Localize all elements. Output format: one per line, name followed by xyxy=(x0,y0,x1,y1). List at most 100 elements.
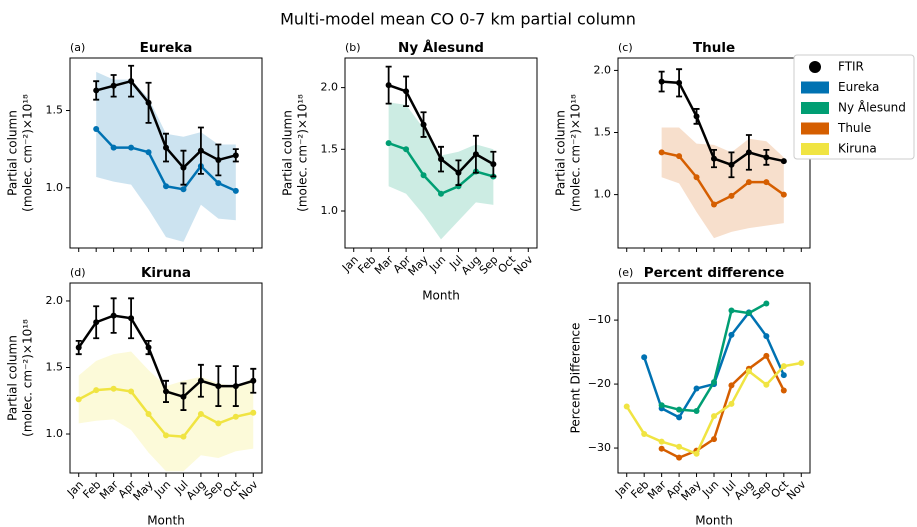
data-point xyxy=(215,180,222,187)
data-point xyxy=(780,158,787,165)
y-axis-label: (molec. cm⁻²)×10¹⁸ xyxy=(21,319,35,437)
legend-label: Thule xyxy=(837,121,871,135)
data-point xyxy=(745,179,752,186)
x-tick-label: Jun xyxy=(151,478,173,500)
data-point xyxy=(128,388,135,395)
data-point xyxy=(711,436,717,443)
data-point xyxy=(676,79,683,86)
data-point xyxy=(658,149,665,156)
data-point xyxy=(403,88,410,95)
data-point xyxy=(658,438,665,445)
data-point xyxy=(93,387,100,394)
data-point xyxy=(490,161,497,168)
legend-label: FTIR xyxy=(838,60,864,74)
series-line xyxy=(661,80,785,167)
data-point xyxy=(693,450,700,457)
data-point xyxy=(711,379,717,386)
data-point xyxy=(780,372,787,379)
data-point xyxy=(250,377,257,384)
data-point xyxy=(693,407,700,414)
series-line xyxy=(642,310,785,419)
data-point xyxy=(780,191,787,198)
data-point xyxy=(232,152,239,159)
data-point xyxy=(385,82,392,89)
data-point xyxy=(658,78,665,85)
data-point xyxy=(728,331,735,338)
y-axis-label: Partial column xyxy=(281,110,295,196)
x-tick-label: Jun xyxy=(699,478,721,500)
data-point xyxy=(676,414,683,421)
panel-label: (b) xyxy=(345,41,361,54)
data-point xyxy=(763,154,770,161)
y-tick-label: 1.0 xyxy=(46,181,64,194)
data-point xyxy=(232,383,239,390)
spread-band xyxy=(661,127,784,239)
data-point xyxy=(763,179,770,186)
data-point xyxy=(728,307,735,314)
data-point xyxy=(693,113,700,120)
figure-title: Multi-model mean CO 0-7 km partial colum… xyxy=(280,10,636,29)
panel-title: Thule xyxy=(693,40,735,56)
x-tick-label: Nov xyxy=(236,478,261,503)
data-point xyxy=(145,411,152,418)
data-point xyxy=(180,164,187,171)
y-tick-label: 2.0 xyxy=(321,81,339,94)
y-axis-label: Partial column xyxy=(554,110,568,196)
data-point xyxy=(232,187,239,194)
panel-label: (d) xyxy=(70,266,86,279)
data-point xyxy=(623,403,630,410)
data-point xyxy=(693,174,700,181)
legend-marker xyxy=(809,61,821,73)
data-point xyxy=(145,149,152,156)
data-point xyxy=(676,454,683,461)
data-point xyxy=(180,433,187,440)
data-point xyxy=(93,126,100,133)
data-point xyxy=(128,78,135,85)
series-line xyxy=(661,354,785,460)
data-point xyxy=(215,156,222,163)
data-point xyxy=(641,354,648,361)
data-point xyxy=(128,315,135,322)
y-tick-label: 1.5 xyxy=(321,142,339,155)
panel-label: (a) xyxy=(70,41,85,54)
y-axis-label: (molec. cm⁻²)×10¹⁸ xyxy=(296,94,310,212)
y-tick-label: 2.0 xyxy=(594,63,612,76)
data-point xyxy=(472,151,479,158)
panel-label: (c) xyxy=(618,41,633,54)
data-point xyxy=(676,153,683,160)
data-point xyxy=(215,420,222,427)
x-axis-label: Month xyxy=(147,514,185,527)
x-tick-label: Nov xyxy=(784,478,809,503)
data-point xyxy=(728,382,735,389)
y-axis-label: Percent Difference xyxy=(569,323,583,434)
data-point xyxy=(75,396,82,403)
x-axis-label: Month xyxy=(695,514,733,527)
y-axis-label: Partial column xyxy=(6,110,20,196)
data-point xyxy=(110,312,117,319)
legend-patch xyxy=(801,81,829,94)
y-axis-label: (molec. cm⁻²)×10¹⁸ xyxy=(569,94,583,212)
data-point xyxy=(693,385,700,392)
data-point xyxy=(763,300,770,307)
y-axis-label: (molec. cm⁻²)×10¹⁸ xyxy=(21,94,35,212)
y-tick-label: 1.5 xyxy=(46,360,64,373)
data-point xyxy=(676,443,683,450)
y-tick-label: 2.0 xyxy=(46,294,64,307)
data-point xyxy=(763,352,770,359)
data-point xyxy=(385,140,392,147)
y-tick-label: −20 xyxy=(588,377,611,390)
data-point xyxy=(197,147,204,154)
legend-patch xyxy=(801,143,829,155)
data-point xyxy=(780,387,787,394)
y-tick-label: 1.5 xyxy=(46,104,64,117)
data-point xyxy=(163,144,169,151)
data-point xyxy=(658,445,665,452)
data-point xyxy=(93,87,100,94)
data-point xyxy=(163,388,169,395)
data-point xyxy=(763,333,770,340)
data-point xyxy=(455,169,462,176)
data-point xyxy=(728,400,735,407)
legend-label: Kiruna xyxy=(838,142,877,156)
legend-label: Ny Ålesund xyxy=(838,100,906,115)
